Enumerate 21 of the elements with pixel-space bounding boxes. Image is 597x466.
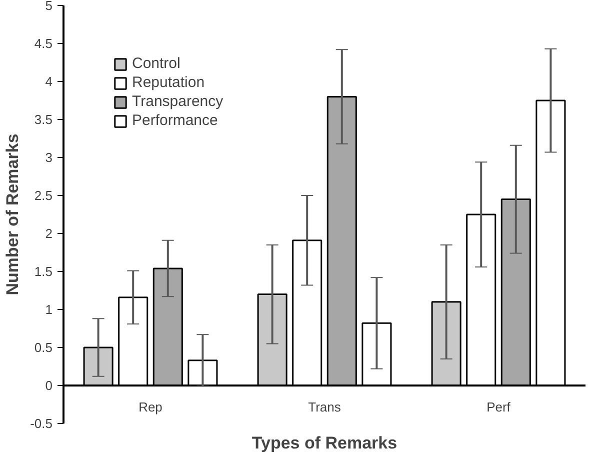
y-tick-label: 1 [45,302,53,317]
y-tick-label: 2 [45,226,53,241]
x-tick-label: Trans [308,400,342,414]
y-tick-label: 4.5 [34,36,53,51]
y-tick-label: 0.5 [34,340,53,355]
x-tick-label: Perf [486,400,511,414]
y-tick-label: 2.5 [34,188,53,203]
y-tick-label: 0 [45,378,53,393]
y-tick-label: 4 [45,74,53,89]
legend-label: Reputation [132,74,205,91]
y-tick-label: 3 [45,150,53,165]
y-tick-label: 3.5 [34,112,53,127]
y-tick-label: 1.5 [34,264,53,279]
y-tick-label: -0.5 [30,416,53,431]
legend-label: Performance [132,112,218,129]
legend-label: Control [132,55,180,72]
x-axis-title: Types of Remarks [252,434,398,452]
legend-label: Transparency [132,93,224,110]
x-tick-label: Rep [138,400,162,414]
y-tick-label: 5 [45,0,53,13]
y-axis-title: Number of Remarks [3,134,22,296]
